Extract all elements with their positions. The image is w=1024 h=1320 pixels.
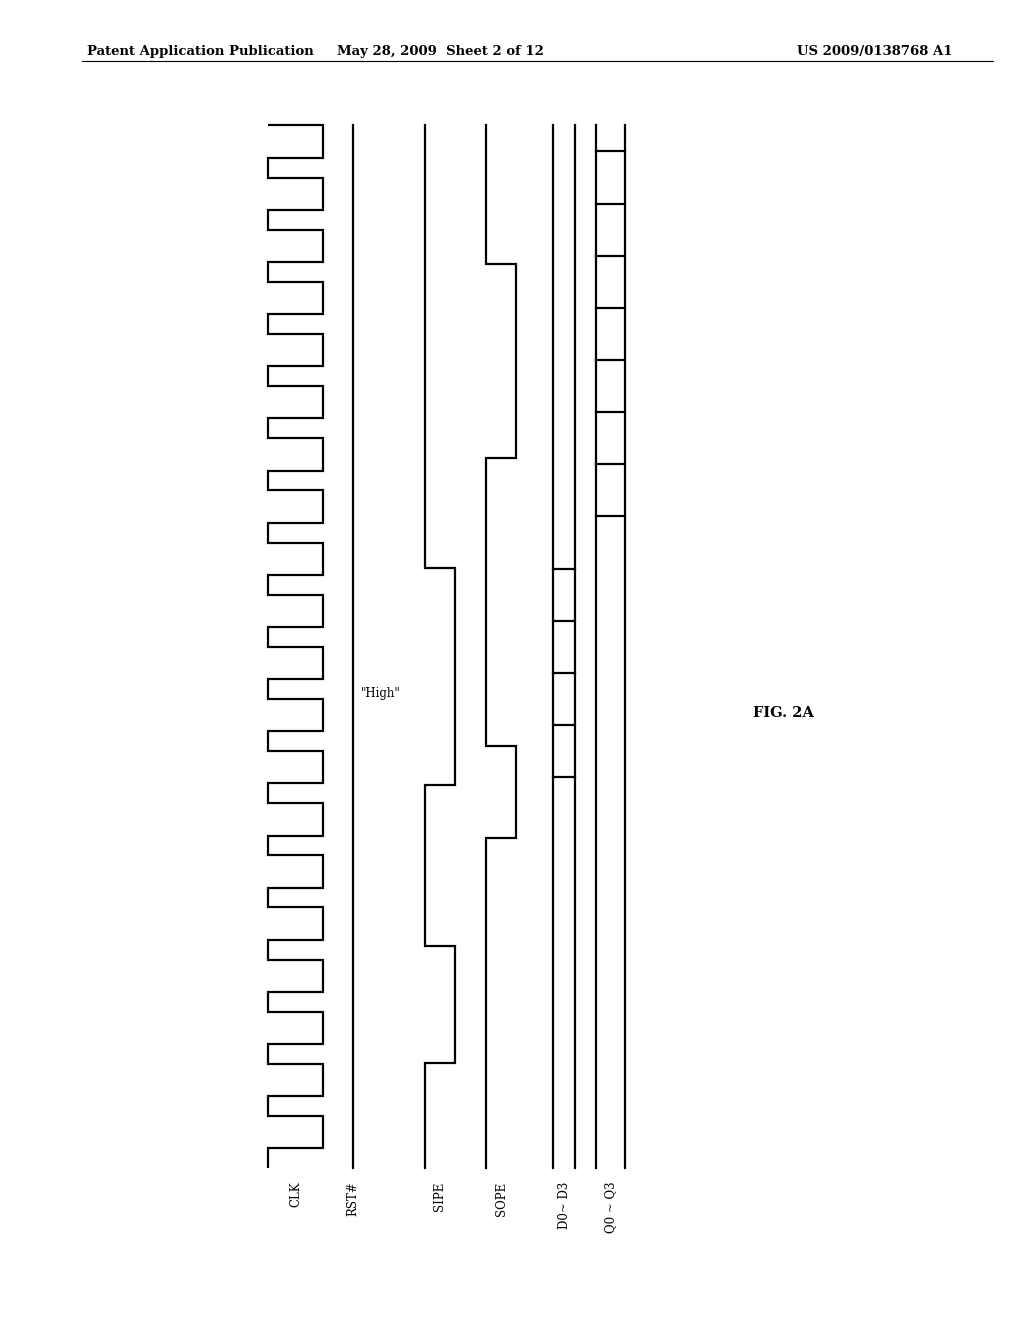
Text: SOPE: SOPE xyxy=(495,1181,508,1216)
Text: FIG. 2A: FIG. 2A xyxy=(753,706,813,719)
Text: US 2009/0138768 A1: US 2009/0138768 A1 xyxy=(797,45,952,58)
Text: "High": "High" xyxy=(360,686,400,700)
Text: D0~ D3: D0~ D3 xyxy=(558,1181,570,1229)
Text: CLK: CLK xyxy=(289,1181,302,1206)
Text: May 28, 2009  Sheet 2 of 12: May 28, 2009 Sheet 2 of 12 xyxy=(337,45,544,58)
Text: Patent Application Publication: Patent Application Publication xyxy=(87,45,313,58)
Text: RST#: RST# xyxy=(347,1181,359,1216)
Text: SIPE: SIPE xyxy=(433,1181,446,1210)
Text: Q0 ~ Q3: Q0 ~ Q3 xyxy=(604,1181,616,1233)
